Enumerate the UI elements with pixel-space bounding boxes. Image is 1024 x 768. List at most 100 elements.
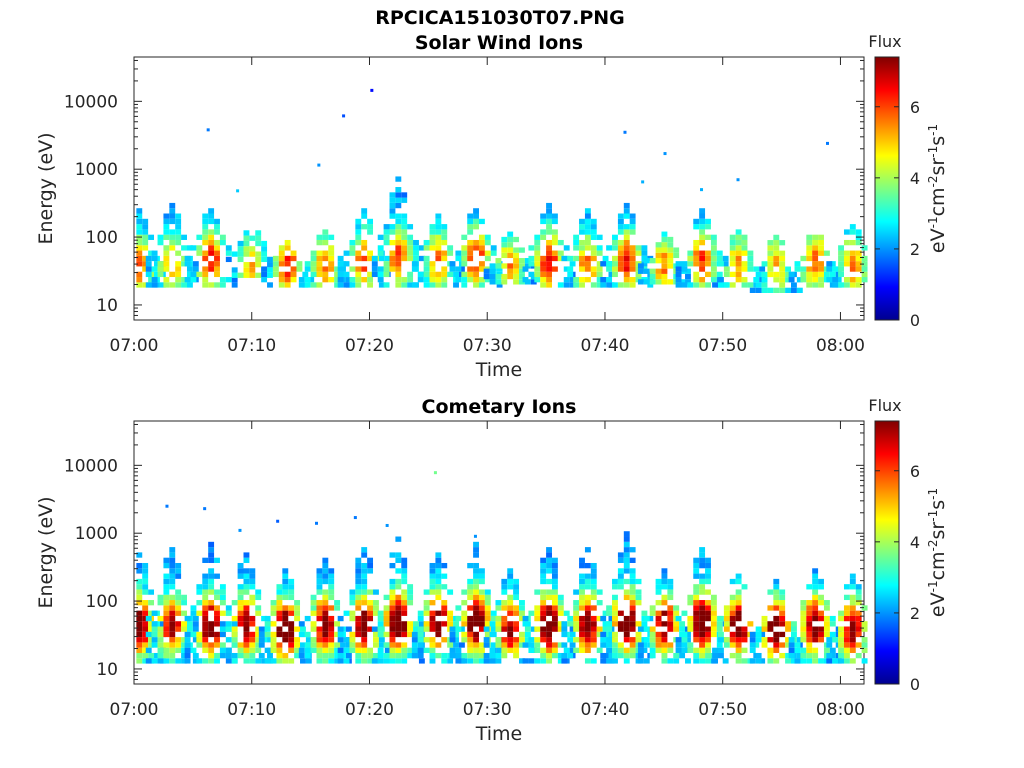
heatmap-cell [151,658,158,664]
heatmap-cell [551,615,558,622]
heatmap-cell [136,218,143,225]
heatmap-cell [849,600,856,606]
heatmap-cell [243,626,250,632]
heatmap-cell [785,642,791,648]
heatmap-cell [788,652,795,659]
heatmap-cell [169,552,176,558]
heatmap-cell [322,626,329,632]
heatmap-cell [300,626,306,632]
heatmap-cell [169,573,176,579]
heatmap-cell [429,282,436,288]
heatmap-cell [343,658,350,664]
heatmap-cell [184,277,191,283]
heatmap-cell [349,589,356,595]
heatmap-cell [249,652,256,659]
heatmap-cell [395,642,402,648]
heatmap-cell [395,552,402,558]
heatmap-cell [710,594,717,601]
heatmap-cell [163,652,170,659]
heatmap-cell [679,279,686,285]
heatmap-cell [546,594,552,601]
heatmap-cell [785,626,791,632]
heatmap-cell [495,258,502,264]
heatmap-cell [304,615,311,622]
heatmap-cell [649,642,656,648]
heatmap-cell [629,266,636,272]
heatmap-cell [418,658,425,664]
heatmap-cell [623,589,630,595]
heatmap-cell [316,605,323,611]
heatmap-cell [563,282,570,288]
heatmap-cell [196,250,203,256]
heatmap-cell [181,594,187,601]
heatmap-cell [596,261,603,267]
heatmap-point [238,528,242,532]
heatmap-cell [473,208,479,214]
heatmap-cell [612,255,618,262]
heatmap-cell [467,266,474,272]
heatmap-cell [441,266,448,272]
heatmap-point [165,504,169,508]
heatmap-cell [264,658,271,664]
heatmap-cell [705,578,711,585]
heatmap-cell [767,605,774,611]
heatmap-cell [812,277,819,283]
heatmap-cell [461,615,468,622]
heatmap-cell [667,258,674,264]
heatmap-cell [395,266,402,272]
heatmap-cell [373,642,379,648]
heatmap-cell [219,234,226,240]
heatmap-cell [729,239,736,246]
heatmap-cell [169,652,176,659]
heatmap-cell [349,245,356,251]
heatmap-cell [519,268,525,274]
heatmap-cell [723,610,730,616]
heatmap-cell [310,255,317,262]
unit-part: s [927,136,949,146]
heatmap-cell [675,271,682,278]
heatmap-cell [546,271,552,278]
heatmap-cell [534,615,541,622]
heatmap-cell [685,273,691,280]
heatmap-cell [142,255,149,262]
heatmap-cell [623,547,630,553]
heatmap-cell [401,234,408,240]
heatmap-cell [596,234,603,240]
heatmap-cell [367,255,374,262]
heatmap-cell [290,250,297,256]
heatmap-cell [447,589,454,595]
heatmap-cell [722,261,729,267]
heatmap-cell [208,600,215,606]
heatmap-cell [528,637,535,643]
heatmap-cell [573,282,580,288]
heatmap-cell [237,652,244,659]
heatmap-cell [455,255,462,262]
heatmap-cell [395,652,402,659]
heatmap-cell [361,589,368,595]
heatmap-cell [600,282,607,288]
heatmap-cell [202,658,209,664]
heatmap-cell [557,658,564,664]
heatmap-cell [551,229,558,235]
heatmap-cell [823,621,830,627]
heatmap-cell [214,239,220,246]
heatmap-cell [617,652,624,659]
heatmap-cell [773,287,780,293]
heatmap-cell [484,594,491,601]
heatmap-cell [169,637,176,643]
heatmap-cell [449,647,456,653]
heatmap-cell [513,268,520,274]
heatmap-cell [243,578,250,585]
heatmap-cell [687,642,694,648]
heatmap-cell [513,652,520,659]
heatmap-cell [546,568,552,574]
heatmap-cell [190,277,197,283]
heatmap-cell [441,229,448,235]
heatmap-cell [567,266,574,272]
heatmap-cell [322,568,329,574]
heatmap-cell [383,234,390,240]
heatmap-cell [237,240,244,247]
heatmap-cell [519,658,525,664]
heatmap-cell [337,271,344,278]
